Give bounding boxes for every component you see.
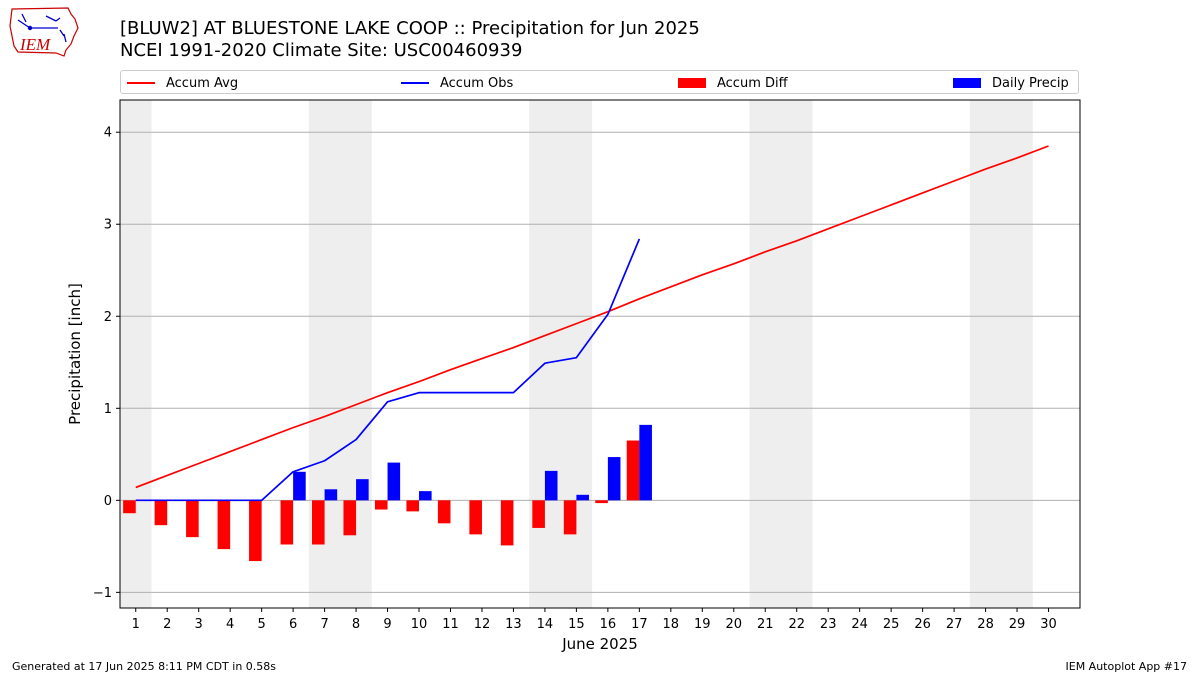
legend-label-accum-diff: Accum Diff — [717, 75, 788, 91]
x-tick-label-20: 20 — [725, 617, 742, 632]
x-tick-label-29: 29 — [1009, 617, 1026, 632]
x-tick-label-25: 25 — [883, 617, 900, 632]
legend-swatch-accum-avg — [127, 82, 155, 84]
y-tick-label-1: 1 — [104, 402, 112, 417]
footer-app: IEM Autoplot App #17 — [1065, 660, 1188, 673]
legend-item-accum-obs: Accum Obs — [401, 74, 513, 92]
x-tick-label-21: 21 — [757, 617, 774, 632]
legend-label-daily-precip: Daily Precip — [992, 75, 1069, 91]
y-tick-label-0: 0 — [104, 494, 112, 509]
accum-diff-bar-8 — [343, 500, 357, 536]
accum-avg-line — [135, 145, 1049, 489]
y-tick-label--1: −1 — [93, 586, 112, 601]
weekend-shading-0 — [120, 100, 152, 608]
daily-precip-bar-7 — [324, 489, 338, 501]
legend-item-daily-precip: Daily Precip — [953, 74, 1069, 92]
accum-diff-bar-16 — [595, 500, 608, 504]
y-tick-label-2: 2 — [104, 310, 112, 325]
x-tick-label-19: 19 — [694, 617, 711, 632]
legend-item-accum-avg: Accum Avg — [127, 74, 238, 92]
y-tick-label-4: 4 — [104, 126, 112, 141]
weekend-shading-2 — [529, 100, 593, 608]
accum-diff-bar-6 — [280, 500, 294, 545]
x-tick-label-8: 8 — [352, 617, 360, 632]
x-tick-label-4: 4 — [226, 617, 234, 632]
station-icon — [17, 13, 67, 43]
legend-label-accum-obs: Accum Obs — [440, 75, 514, 91]
x-tick-label-28: 28 — [977, 617, 994, 632]
x-tick-label-17: 17 — [631, 617, 648, 632]
accum-diff-bar-13 — [500, 500, 514, 546]
accum-diff-bar-1 — [123, 500, 136, 514]
daily-precip-bar-6 — [293, 471, 306, 501]
x-tick-label-7: 7 — [320, 617, 328, 632]
x-tick-label-27: 27 — [946, 617, 963, 632]
daily-precip-bar-10 — [419, 491, 432, 501]
chart-title: [BLUW2] AT BLUESTONE LAKE COOP :: Precip… — [120, 18, 700, 62]
x-tick-label-3: 3 — [195, 617, 203, 632]
y-axis-label: Precipitation [inch] — [66, 283, 84, 425]
x-tick-label-12: 12 — [474, 617, 491, 632]
x-tick-label-1: 1 — [132, 617, 140, 632]
legend-swatch-accum-diff — [678, 78, 706, 88]
x-tick-label-26: 26 — [914, 617, 931, 632]
x-tick-label-18: 18 — [663, 617, 680, 632]
chart-title-line1: [BLUW2] AT BLUESTONE LAKE COOP :: Precip… — [120, 18, 700, 39]
weekend-shading-3 — [749, 100, 813, 608]
x-axis-label: June 2025 — [561, 635, 638, 653]
x-tick-label-2: 2 — [163, 617, 171, 632]
x-tick-label-11: 11 — [442, 617, 459, 632]
legend-swatch-daily-precip — [953, 78, 981, 88]
y-tick-label-3: 3 — [104, 218, 112, 233]
accum-diff-bar-12 — [469, 500, 482, 535]
x-tick-label-23: 23 — [820, 617, 837, 632]
chart-legend: Accum Avg Accum Obs Accum Diff Daily Pre… — [120, 70, 1079, 94]
accum-obs-line — [135, 238, 641, 502]
x-tick-label-14: 14 — [537, 617, 554, 632]
accum-diff-bar-5 — [249, 500, 262, 562]
x-tick-label-16: 16 — [600, 617, 617, 632]
iem-logo: IEM — [9, 7, 79, 57]
weekend-shading-4 — [969, 100, 1033, 608]
x-tick-label-9: 9 — [383, 617, 391, 632]
x-tick-label-22: 22 — [788, 617, 805, 632]
logo-text: IEM — [19, 35, 51, 54]
daily-precip-bar-8 — [356, 479, 369, 501]
daily-precip-bar-14 — [544, 470, 558, 501]
x-tick-label-13: 13 — [505, 617, 522, 632]
daily-precip-bar-15 — [576, 494, 589, 501]
accum-diff-bar-4 — [217, 500, 231, 550]
accum-diff-bar-15 — [563, 500, 577, 535]
x-tick-label-30: 30 — [1040, 617, 1057, 632]
x-tick-label-15: 15 — [568, 617, 585, 632]
x-tick-label-6: 6 — [289, 617, 297, 632]
accum-diff-bar-10 — [406, 500, 420, 512]
chart-title-line2: NCEI 1991-2020 Climate Site: USC00460939 — [120, 40, 523, 61]
x-tick-label-10: 10 — [411, 617, 428, 632]
plot-frame — [119, 99, 1081, 609]
accum-diff-bar-14 — [532, 500, 545, 528]
legend-label-accum-avg: Accum Avg — [166, 75, 239, 91]
accum-diff-bar-2 — [154, 500, 168, 526]
weekend-shading-1 — [308, 100, 372, 608]
accum-diff-bar-9 — [374, 500, 388, 510]
daily-precip-bar-9 — [387, 462, 401, 501]
accum-diff-bar-17 — [626, 440, 640, 501]
daily-precip-bar-16 — [607, 457, 621, 501]
accum-diff-bar-11 — [437, 500, 451, 524]
daily-precip-bar-17 — [639, 424, 652, 501]
accum-diff-bar-7 — [312, 500, 325, 545]
legend-swatch-accum-obs — [401, 82, 429, 84]
x-tick-label-24: 24 — [851, 617, 868, 632]
x-tick-label-5: 5 — [257, 617, 265, 632]
accum-diff-bar-3 — [186, 500, 199, 538]
footer-generated: Generated at 17 Jun 2025 8:11 PM CDT in … — [12, 660, 277, 673]
legend-item-accum-diff: Accum Diff — [678, 74, 788, 92]
